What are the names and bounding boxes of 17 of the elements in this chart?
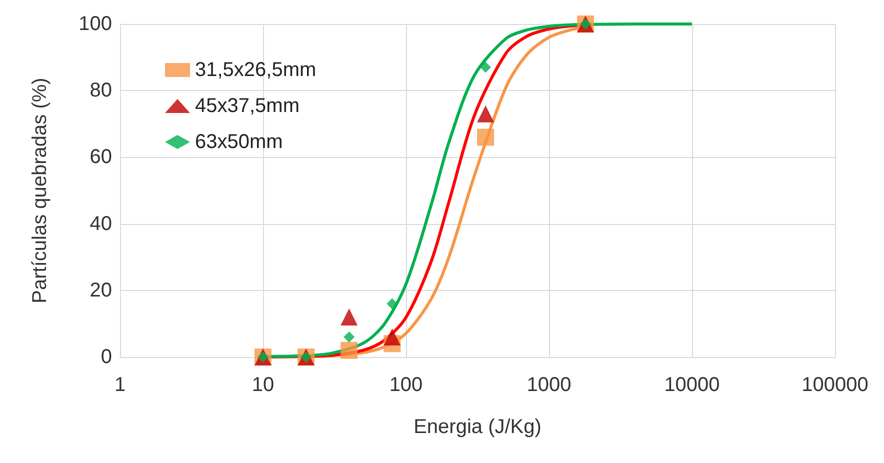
y-tick-label: 60	[90, 146, 112, 168]
x-tick-label: 100	[389, 374, 423, 396]
y-tick-label: 40	[90, 212, 112, 235]
legend-label: 63x50mm	[195, 131, 283, 153]
y-tick-label: 20	[90, 279, 112, 302]
legend-label: 45x37,5mm	[195, 95, 300, 117]
x-tick-label: 10	[252, 374, 274, 396]
y-axis-title: Partículas quebradas (%)	[29, 78, 51, 304]
y-tick-label: 100	[78, 13, 112, 35]
x-tick-label: 100000	[802, 374, 868, 396]
x-tick-label: 1000	[526, 374, 572, 396]
x-axis-title: Energia (J/Kg)	[414, 416, 542, 438]
x-tick-label: 10000	[664, 374, 720, 396]
y-tick-label: 0	[100, 346, 112, 368]
y-tick-label: 80	[90, 80, 112, 102]
x-tick-label: 1	[114, 374, 126, 396]
legend-label: 31,5x26,5mm	[195, 59, 316, 81]
